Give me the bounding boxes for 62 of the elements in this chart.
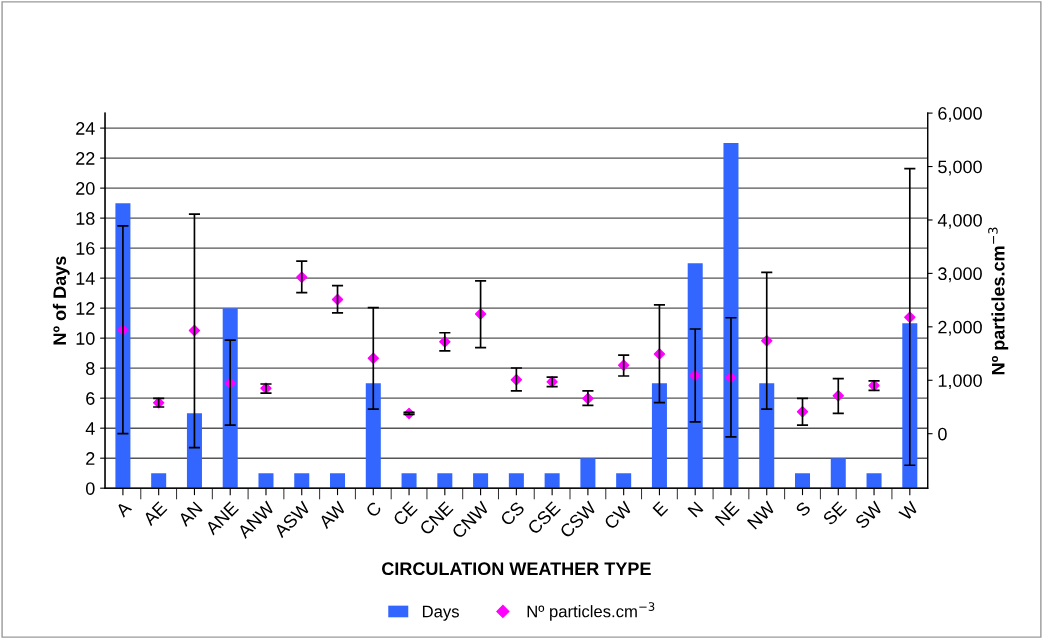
x-tick-label: AE <box>142 501 168 527</box>
y2-tick-label: 6,000 <box>938 107 982 122</box>
x-tick-label: AW <box>317 500 347 530</box>
x-tick-label: CW <box>603 500 633 530</box>
y-tick-label: 20 <box>76 182 95 195</box>
x-tick-label: NE <box>714 501 740 526</box>
y-tick-label: 12 <box>76 302 95 315</box>
y-tick-label: 4 <box>85 422 95 435</box>
legend-label: Days <box>422 605 459 621</box>
x-tick-label: NW <box>746 500 776 530</box>
bar <box>294 473 310 489</box>
bar <box>616 473 632 489</box>
y2-tick-label: 4,000 <box>937 213 982 229</box>
bar <box>759 383 775 489</box>
x-tick-label: N <box>687 501 704 518</box>
y2-tick-label: 1,000 <box>938 374 982 390</box>
bar <box>795 473 811 489</box>
bar <box>401 473 417 489</box>
x-tick-label: SW <box>854 500 884 530</box>
bar <box>437 473 453 489</box>
y2-axis-title: Nº particles.cm$^{−3}$ <box>988 227 1009 375</box>
bar <box>544 473 560 489</box>
y-tick-label: 2 <box>86 452 95 465</box>
y-axis-title: Nº of Days <box>52 256 70 345</box>
bar <box>687 263 703 489</box>
y2-tick-label: 5,000 <box>938 160 982 176</box>
x-tick-label: CE <box>392 500 418 527</box>
x-tick-label: E <box>652 501 669 517</box>
y-tick-label: 14 <box>76 272 95 285</box>
x-axis-title: CIRCULATION WEATHER TYPE <box>382 562 651 576</box>
x-tick-label: W <box>898 500 920 522</box>
bar <box>186 413 202 489</box>
y-tick-label: 10 <box>76 332 95 345</box>
bar <box>508 473 524 489</box>
bar <box>151 473 167 489</box>
bar <box>866 473 882 489</box>
legend-label: Nº particles.cm$^{−3}$ <box>527 602 655 621</box>
bar <box>651 383 667 489</box>
y-tick-label: 6 <box>86 392 95 405</box>
bar <box>365 383 381 489</box>
x-tick-label: A <box>114 500 133 518</box>
y-tick-label: 24 <box>76 122 95 135</box>
bar <box>258 473 274 489</box>
bar <box>330 473 346 489</box>
y-tick-label: 16 <box>76 242 95 255</box>
bar <box>580 458 596 489</box>
y-tick-label: 8 <box>86 362 95 375</box>
bar <box>473 473 489 489</box>
bar <box>723 143 739 489</box>
x-tick-label: C <box>365 500 383 518</box>
y2-tick-label: 3,000 <box>938 267 982 283</box>
x-tick-label: AN <box>177 501 203 527</box>
x-tick-label: S <box>794 500 812 518</box>
y-tick-label: 22 <box>76 152 95 165</box>
y-tick-label: 0 <box>85 482 95 495</box>
y-tick-label: 18 <box>76 212 95 225</box>
y2-tick-label: 0 <box>938 427 947 441</box>
x-tick-label: CS <box>499 500 526 527</box>
bar <box>222 308 238 489</box>
y2-tick-label: 2,000 <box>938 320 982 336</box>
bar <box>830 458 846 489</box>
x-tick-label: SE <box>822 500 848 526</box>
